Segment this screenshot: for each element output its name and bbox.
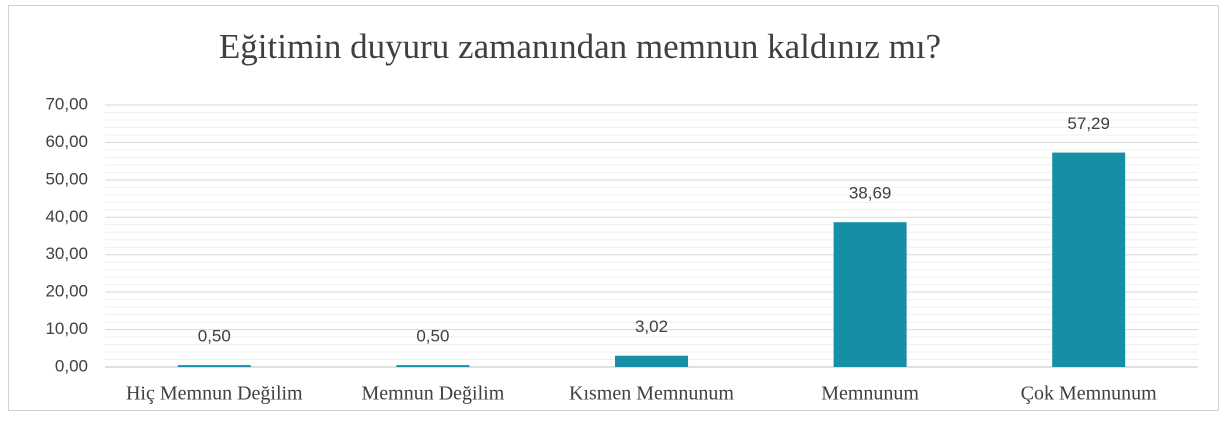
bar: [177, 365, 251, 367]
y-tick-label: 10,00: [45, 319, 88, 338]
chart-frame: [8, 5, 1219, 411]
y-tick-label: 0,00: [55, 356, 88, 375]
y-tick-label: 70,00: [45, 94, 88, 113]
data-label: 57,29: [1067, 114, 1110, 133]
chart-title: Eğitimin duyuru zamanından memnun kaldın…: [219, 27, 941, 66]
data-label: 38,69: [849, 184, 892, 203]
bar: [1052, 152, 1126, 367]
x-tick-label: Çok Memnunum: [1021, 383, 1158, 405]
y-tick-label: 20,00: [45, 282, 88, 301]
x-tick-label: Hiç Memnun Değilim: [126, 383, 303, 405]
data-label: 0,50: [198, 327, 231, 346]
x-tick-label: Memnunum: [821, 383, 919, 405]
y-tick-label: 30,00: [45, 244, 88, 263]
x-tick-label: Kısmen Memnunum: [569, 383, 734, 405]
bar: [833, 222, 907, 367]
y-tick-label: 50,00: [45, 169, 88, 188]
bar: [396, 365, 470, 367]
data-label: 3,02: [635, 317, 668, 336]
y-tick-label: 40,00: [45, 207, 88, 226]
bar: [614, 355, 689, 367]
x-tick-label: Memnun Değilim: [362, 383, 505, 405]
y-tick-label: 60,00: [45, 132, 88, 151]
data-label: 0,50: [416, 327, 449, 346]
